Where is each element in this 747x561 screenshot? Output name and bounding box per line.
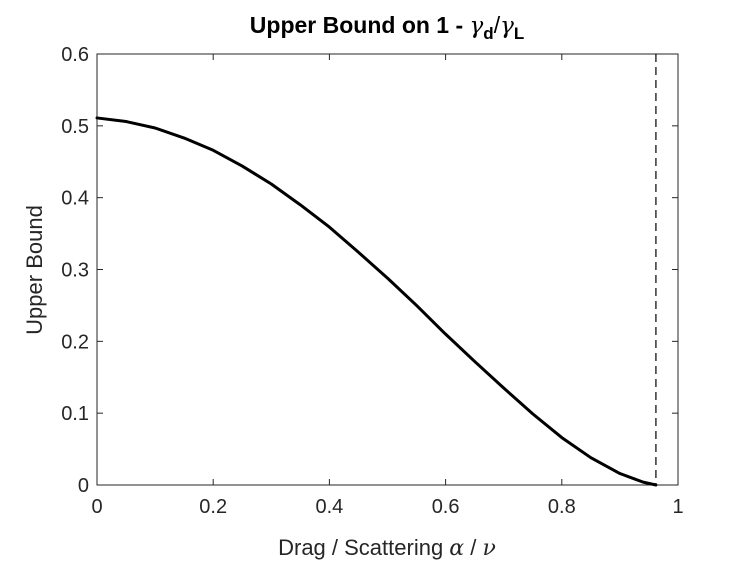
x-axis-label: Drag / Scattering α / ν: [278, 535, 496, 561]
y-tick-label: 0.5: [61, 116, 89, 138]
x-tick-label: 0.4: [315, 496, 343, 518]
y-tick-label: 0.6: [61, 44, 89, 66]
x-tick-label: 0.2: [199, 496, 227, 518]
x-tick-label: 0: [91, 496, 102, 518]
series-line: [95, 116, 658, 487]
y-tick-label: 0: [78, 475, 89, 497]
x-tick-label: 0.6: [432, 496, 460, 518]
y-axis-label: Upper Bound: [22, 205, 47, 335]
y-tick-label: 0.4: [61, 188, 89, 210]
plot-frame: [96, 53, 679, 486]
y-tick-label: 0.1: [61, 403, 89, 425]
x-tick-label: 0.8: [548, 496, 576, 518]
chart-title: Upper Bound on 1 - γd/γL: [250, 12, 524, 43]
y-tick-label: 0.3: [61, 260, 89, 282]
x-tick-label: 1: [672, 496, 683, 518]
y-tick-label: 0.2: [61, 331, 89, 353]
